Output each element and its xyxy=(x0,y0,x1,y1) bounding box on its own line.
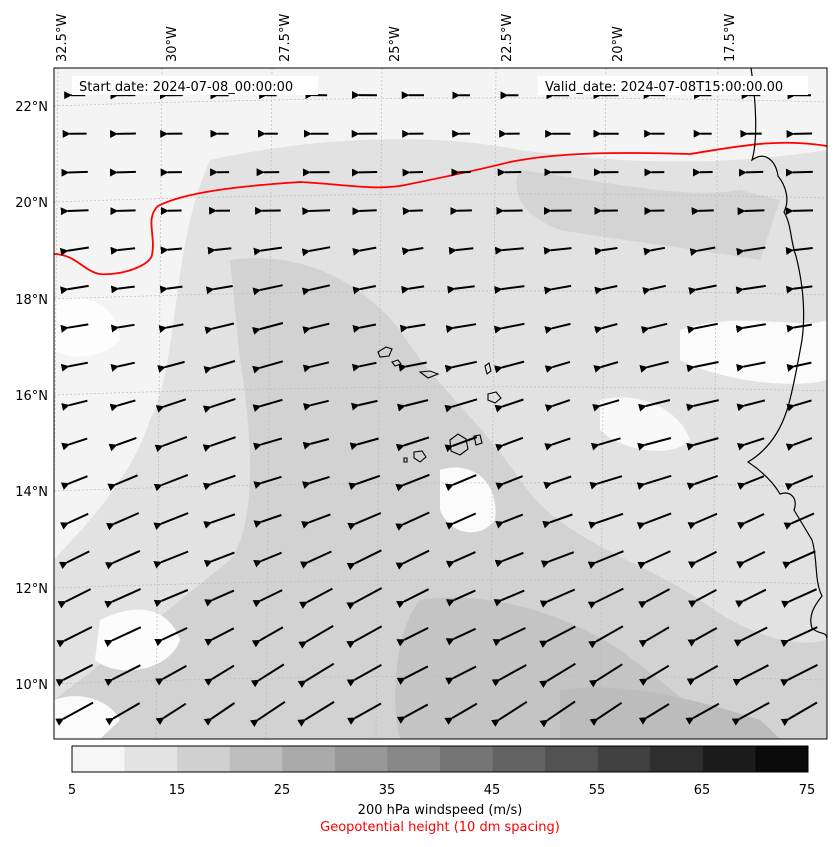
wind-arrow xyxy=(309,210,330,211)
colorbar-swatch xyxy=(335,746,388,772)
colorbar-tick-label: 75 xyxy=(799,783,816,798)
lat-label: 16°N xyxy=(15,389,48,404)
contour-legend-label: Geopotential height (10 dm spacing) xyxy=(320,820,560,835)
colorbar-swatch xyxy=(125,746,178,772)
wind-arrow xyxy=(359,210,376,211)
lat-label: 10°N xyxy=(15,678,48,693)
colorbar-swatch xyxy=(703,746,756,772)
lon-label: 30°W xyxy=(165,26,180,62)
windspeed-field xyxy=(52,68,827,739)
colorbar-swatch xyxy=(387,746,440,772)
wind-arrow xyxy=(793,210,813,211)
colorbar-swatch xyxy=(177,746,230,772)
latitude-labels: 22°N 20°N 18°N 16°N 14°N 12°N 10°N xyxy=(15,100,48,693)
lon-label: 17.5°W xyxy=(723,14,738,62)
colorbar-tick-label: 65 xyxy=(694,783,711,798)
wind-arrow xyxy=(699,210,714,211)
wind-arrow xyxy=(746,172,763,173)
colorbar-tick-label: 15 xyxy=(169,783,186,798)
colorbar-swatch xyxy=(545,746,598,772)
wind-arrow xyxy=(117,210,135,211)
colorbar-swatch xyxy=(598,746,651,772)
colorbar-swatch xyxy=(440,746,493,772)
wind-arrow xyxy=(410,210,423,211)
colorbar xyxy=(72,746,809,772)
wind-arrow xyxy=(117,172,136,173)
wind-arrow xyxy=(793,172,813,173)
colorbar-swatch xyxy=(282,746,335,772)
lat-label: 14°N xyxy=(15,485,48,500)
valid-date-label: Valid_date: 2024-07-08T15:00:00.00 xyxy=(545,80,783,95)
lon-label: 32.5°W xyxy=(55,14,70,62)
lon-label: 25°W xyxy=(388,26,403,62)
start-date-label: Start date: 2024-07-08_00:00:00 xyxy=(79,80,293,95)
colorbar-tick-label: 45 xyxy=(484,783,501,798)
colorbar-swatch xyxy=(230,746,283,772)
colorbar-label: 200 hPa windspeed (m/s) xyxy=(358,803,523,818)
lon-label: 22.5°W xyxy=(500,14,515,62)
lon-label: 20°W xyxy=(611,26,626,62)
colorbar-tick-label: 25 xyxy=(274,783,291,798)
colorbar-swatch xyxy=(755,746,808,772)
colorbar-tick-label: 35 xyxy=(379,783,396,798)
wind-arrow xyxy=(168,249,182,250)
colorbar-ticks: 5 15 25 35 45 55 65 75 xyxy=(68,783,815,798)
colorbar-tick-label: 55 xyxy=(589,783,606,798)
colorbar-swatch xyxy=(493,746,546,772)
lat-label: 12°N xyxy=(15,582,48,597)
colorbar-tick-label: 5 xyxy=(68,783,76,798)
wind-arrow xyxy=(68,210,89,211)
longitude-labels: 32.5°W 30°W 27.5°W 25°W 22.5°W 20°W 17.5… xyxy=(55,14,738,62)
wind-arrow xyxy=(745,210,765,211)
lat-label: 20°N xyxy=(15,196,48,211)
lat-label: 18°N xyxy=(15,293,48,308)
lon-label: 27.5°W xyxy=(278,14,293,62)
colorbar-swatch xyxy=(72,746,125,772)
wind-arrow xyxy=(69,172,88,173)
lat-label: 22°N xyxy=(15,100,48,115)
colorbar-swatch xyxy=(650,746,703,772)
